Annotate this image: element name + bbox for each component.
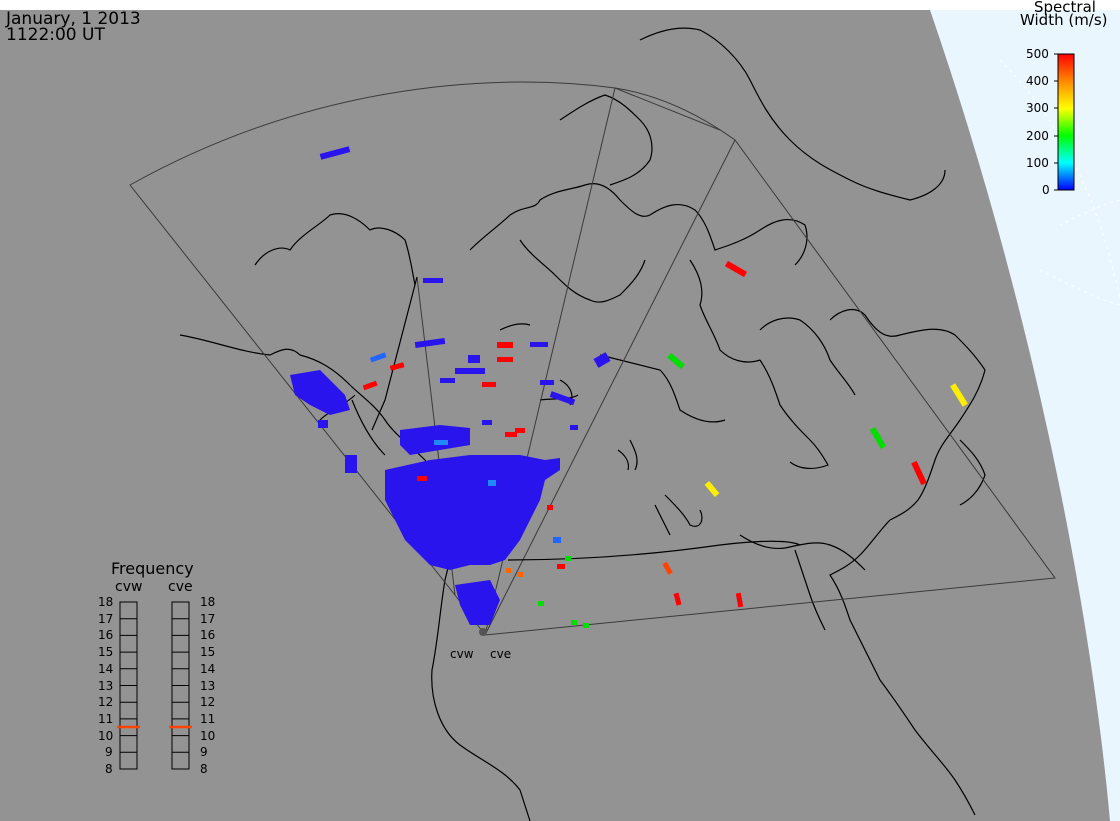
radar-label-cve: cve (490, 647, 512, 661)
borders (371, 276, 801, 561)
frequency-tick-label: 9 (200, 745, 208, 760)
lat-line (1059, 199, 1120, 226)
radar-site (479, 628, 487, 636)
colorbar-tick: 200 (1026, 129, 1049, 143)
frequency-tick-label: 16 (98, 628, 114, 643)
frequency-radar-cve: cve (168, 579, 193, 595)
colorbar-unit: Width (m/s) (1020, 11, 1108, 29)
frequency-tick-label: 17 (200, 611, 216, 626)
earth-disk (0, 10, 1110, 821)
colorbar-tick: 300 (1026, 101, 1049, 115)
colorbar (1057, 53, 1075, 191)
colorbar-title: Spectral (1034, 0, 1096, 16)
frequency-tick-label: 18 (98, 595, 114, 609)
date-label: January, 1 2013 (6, 9, 141, 29)
space-region (930, 10, 1120, 821)
colored-echoes (362, 260, 968, 628)
time-label: 1122:00 UT (6, 25, 105, 45)
frequency-tick-label: 11 (98, 711, 114, 726)
colorbar-tick: 400 (1026, 74, 1049, 88)
lat-line (1039, 269, 1120, 306)
frequency-tick-label: 15 (200, 645, 216, 660)
colorbar-tick: 500 (1026, 47, 1049, 61)
frequency-tick-label: 8 (200, 762, 208, 776)
frequency-tick-label: 13 (200, 678, 216, 693)
frequency-tick-label: 8 (105, 762, 113, 776)
frequency-tick-label: 12 (98, 695, 114, 710)
frequency-radar-cvw: cvw (115, 579, 143, 595)
frequency-tick-label: 17 (98, 611, 114, 626)
radar-label-cvw: cvw (450, 647, 474, 661)
frequency-tick-label: 9 (105, 745, 113, 760)
frequency-tick-label: 14 (98, 661, 114, 676)
colorbar-tick: 0 (1042, 183, 1050, 197)
frequency-tick-label: 18 (200, 595, 216, 609)
frequency-tick-label: 10 (200, 728, 216, 743)
frequency-tick-label: 14 (200, 661, 216, 676)
frequency-tick-label: 10 (98, 728, 114, 743)
colorbar-tick: 100 (1026, 156, 1049, 170)
frequency-tick-label: 13 (98, 678, 114, 693)
frequency-tick-label: 16 (200, 628, 216, 643)
frequency-tick-label: 12 (200, 695, 216, 710)
frequency-title: Frequency (111, 559, 194, 578)
frequency-tick-label: 15 (98, 645, 114, 660)
frequency-tick-label: 11 (200, 711, 216, 726)
